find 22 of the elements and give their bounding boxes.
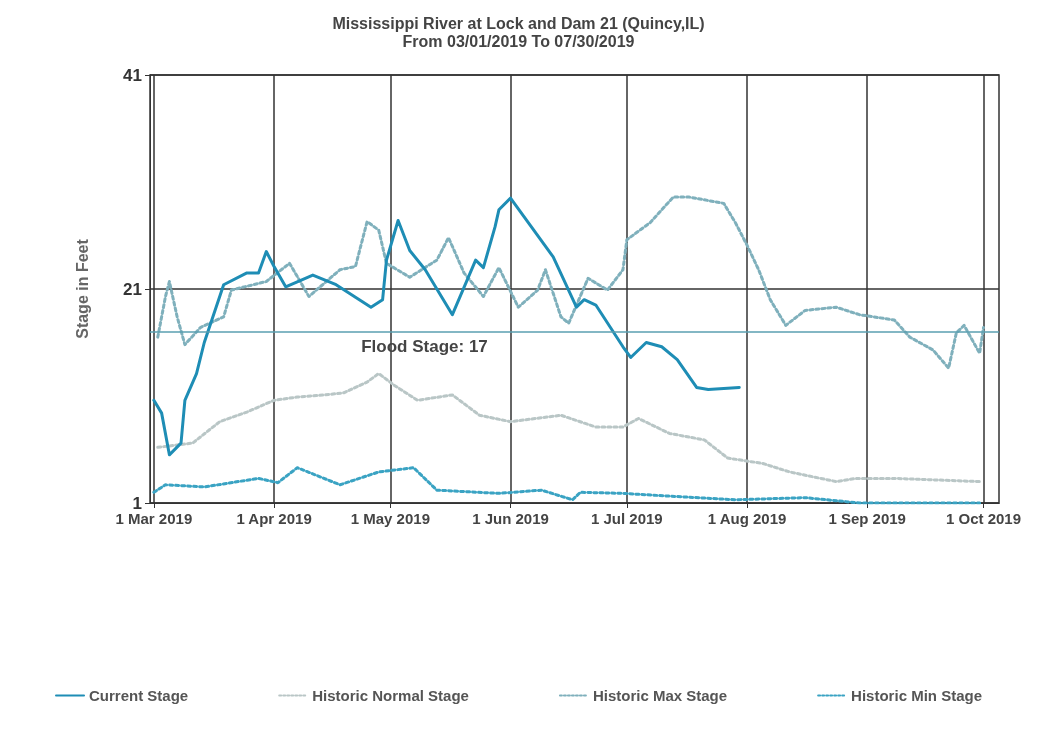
- x-tick-label: 1 Jul 2019: [590, 510, 663, 527]
- line-series: [152, 196, 741, 457]
- x-tick-label: 1 Jun 2019: [472, 510, 549, 527]
- x-tick-label: 1 Oct 2019: [945, 510, 1022, 527]
- x-tick-label: 1 Sep 2019: [828, 510, 906, 527]
- y-axis-title: Stage in Feet: [73, 238, 91, 339]
- x-tick-label: 1 May 2019: [350, 510, 430, 527]
- line-series: [152, 466, 982, 505]
- line-series: [156, 195, 985, 370]
- x-tick-label: 1 Mar 2019: [115, 510, 193, 527]
- x-tick-label: 1 Aug 2019: [707, 510, 787, 527]
- y-tick-label: 21: [123, 279, 142, 299]
- chart-subtitle: From 03/01/2019 To 07/30/2019: [402, 32, 635, 50]
- legend-label: Historic Normal Stage: [312, 687, 469, 704]
- y-tick-label: 41: [123, 65, 142, 85]
- legend-label: Historic Min Stage: [851, 687, 982, 704]
- line-series: [156, 372, 982, 484]
- legend-label: Current Stage: [89, 687, 189, 704]
- legend-label: Historic Max Stage: [592, 687, 728, 704]
- x-tick-label: 1 Apr 2019: [236, 510, 312, 527]
- y-tick-label: 1: [132, 493, 142, 513]
- chart-title: Mississippi River at Lock and Dam 21 (Quincy,IL): [332, 14, 705, 32]
